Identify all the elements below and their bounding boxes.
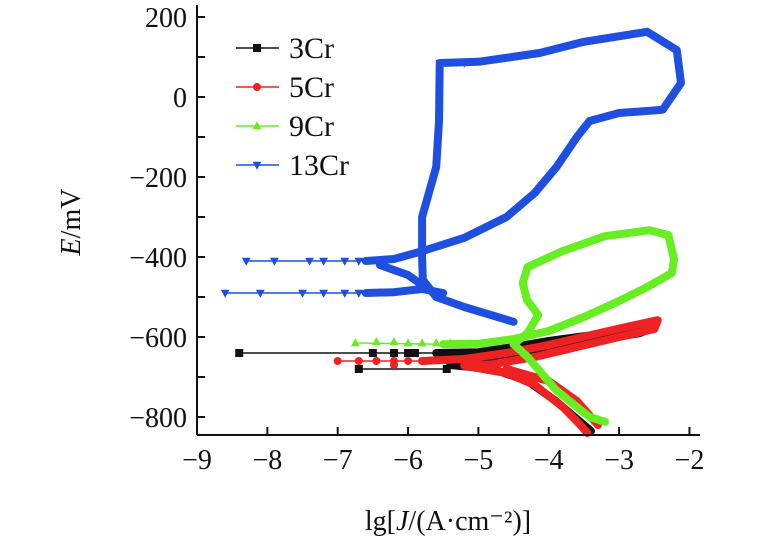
data-point-13Cr xyxy=(241,257,251,266)
y-tick-label: −400 xyxy=(129,243,187,274)
data-point-3Cr xyxy=(411,349,420,357)
series-9Cr xyxy=(350,226,678,426)
data-point-13Cr xyxy=(340,257,350,266)
y-tick-label: 0 xyxy=(173,83,187,114)
data-point-5Cr xyxy=(354,357,363,365)
data-point-13Cr xyxy=(220,289,230,298)
data-point-9Cr xyxy=(445,338,455,347)
x-tick-label: −6 xyxy=(393,445,423,476)
data-point-3Cr xyxy=(235,349,244,357)
data-point-13Cr xyxy=(319,257,329,266)
data-point-13Cr xyxy=(298,289,307,298)
data-point-9Cr xyxy=(403,338,413,347)
data-point-13Cr xyxy=(459,59,469,68)
data-point-9Cr xyxy=(350,338,360,347)
legend-marker xyxy=(253,44,261,52)
plot-area xyxy=(220,27,685,437)
legend-label: 9Cr xyxy=(289,110,334,143)
data-point-9Cr xyxy=(371,337,381,345)
x-tick-label: −9 xyxy=(182,445,212,476)
x-tick-label: −8 xyxy=(252,445,282,476)
legend-item-3Cr: 3Cr xyxy=(236,32,334,65)
data-point-9Cr xyxy=(389,337,399,345)
series-5Cr xyxy=(333,316,662,437)
y-tick-label: −800 xyxy=(129,403,187,434)
data-point-9Cr xyxy=(431,338,441,347)
data-point-3Cr xyxy=(442,365,451,373)
x-tick-label: −3 xyxy=(604,445,634,476)
data-point-3Cr xyxy=(368,349,377,357)
x-axis-label: lg[J/(A·cm⁻²)] xyxy=(365,506,531,537)
data-point-13Cr xyxy=(340,289,350,298)
series-line-9Cr xyxy=(355,342,444,345)
y-tick-label: −600 xyxy=(129,323,187,354)
legend-item-9Cr: 9Cr xyxy=(236,110,334,143)
data-point-13Cr xyxy=(354,257,364,266)
x-tick-label: −7 xyxy=(323,445,353,476)
legend-item-5Cr: 5Cr xyxy=(236,71,334,104)
series-curve-13Cr xyxy=(361,285,448,297)
data-point-13Cr xyxy=(269,257,279,266)
data-point-13Cr xyxy=(255,289,265,298)
legend-label: 3Cr xyxy=(289,32,334,65)
series-curve-5Cr xyxy=(460,361,592,437)
series-curve-13Cr xyxy=(361,27,685,326)
data-point-13Cr xyxy=(305,257,314,266)
series-curve-5Cr xyxy=(418,316,662,370)
series-curve-9Cr xyxy=(509,340,609,426)
y-tick-label: 200 xyxy=(145,3,187,34)
data-point-13Cr xyxy=(354,289,364,298)
series-13Cr xyxy=(220,27,685,326)
data-point-13Cr xyxy=(435,59,445,68)
legend-label: 13Cr xyxy=(289,149,349,182)
data-point-5Cr xyxy=(372,357,381,365)
x-tick-label: −4 xyxy=(534,445,564,476)
legend: 3Cr 5Cr 9Cr 13Cr xyxy=(236,32,349,182)
series-curve-9Cr xyxy=(439,226,678,349)
legend-label: 5Cr xyxy=(289,71,334,104)
data-point-9Cr xyxy=(417,338,427,347)
x-tick-label: −2 xyxy=(675,445,705,476)
legend-marker xyxy=(253,83,261,91)
data-point-5Cr xyxy=(404,357,413,365)
legend-item-13Cr: 13Cr xyxy=(236,149,349,182)
data-point-3Cr xyxy=(389,349,398,357)
legend-marker xyxy=(252,161,262,170)
legend-marker xyxy=(252,121,262,130)
x-tick-label: −5 xyxy=(464,445,494,476)
data-point-5Cr xyxy=(389,361,398,369)
y-tick-label: −200 xyxy=(129,163,187,194)
y-axis-label: E/mV xyxy=(56,189,87,257)
data-point-3Cr xyxy=(404,349,413,357)
series-curve-13Cr xyxy=(375,261,427,289)
axes: −9 −8 −7 −6 −5 −4 −3 −2 200 0 −200 −400 −600 −800 xyxy=(129,3,704,476)
data-point-3Cr xyxy=(354,365,363,373)
data-point-13Cr xyxy=(319,289,329,298)
data-point-5Cr xyxy=(333,357,342,365)
data-point-5Cr xyxy=(418,357,427,365)
